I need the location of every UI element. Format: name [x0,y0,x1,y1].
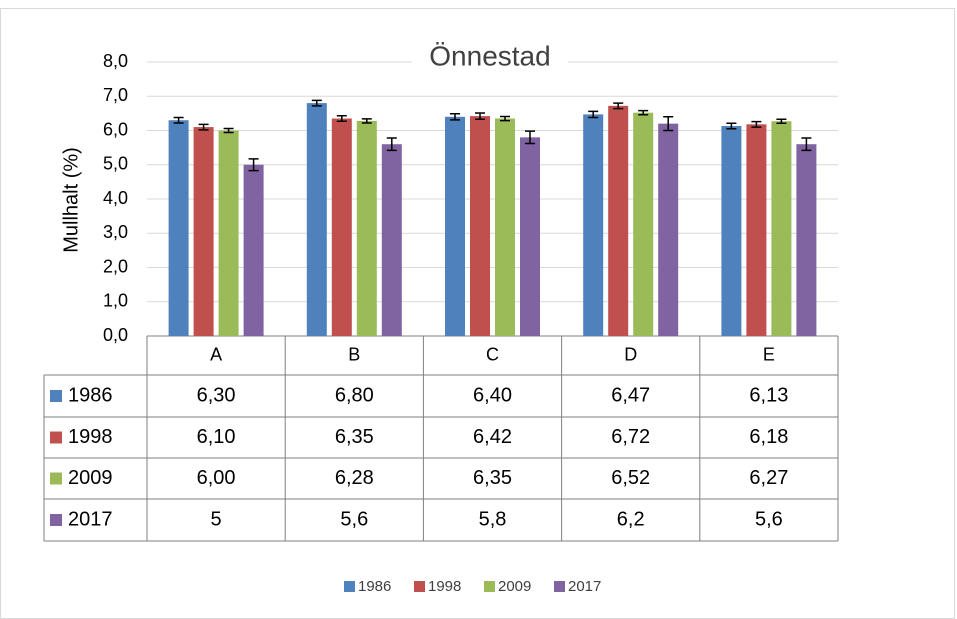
table-value: 6,40 [473,384,512,406]
bar [583,114,604,336]
bar [771,121,792,336]
error-bar [663,116,674,132]
error-bar [173,116,184,124]
bar [356,120,377,336]
table-value: 6,42 [473,426,512,448]
error-bar [751,120,762,128]
bar [470,116,490,337]
y-tick-label: 0,0 [103,325,128,345]
table-value: 6,47 [611,384,650,406]
error-bar [776,118,787,125]
bar [243,164,264,336]
error-bar [801,137,812,152]
bar [520,137,540,336]
category-label: D [624,344,637,364]
bar [218,130,239,336]
legend-key [484,581,495,592]
error-bar [311,99,322,107]
table-value: 6,28 [335,467,374,489]
table-value: 6,13 [749,384,788,406]
legend-key [554,581,565,592]
legend-label: 1986 [358,578,391,595]
y-tick-label: 3,0 [103,222,128,242]
table-value: 5,8 [479,508,507,530]
legend-label: 2009 [498,578,531,595]
error-bar [613,102,624,110]
table-value: 6,35 [335,426,374,448]
table-legend-key [50,390,62,402]
bar [168,120,189,336]
error-bar [248,158,259,172]
chart-title: Önnestad [429,40,550,71]
error-bar [475,112,485,120]
table-legend-key [50,472,62,485]
bar [746,124,767,337]
legend-key [344,581,355,592]
bar [658,123,679,337]
bar [495,118,515,336]
legend-label: 2017 [568,578,601,595]
table-series-label: 2017 [68,508,113,530]
y-tick-label: 4,0 [103,188,128,208]
category-label: B [348,344,360,364]
bar [608,105,629,336]
table-value: 6,10 [197,426,236,448]
bar [445,116,465,336]
category-label: C [486,344,499,364]
bar [796,144,817,336]
error-bar [638,109,649,116]
error-bar [336,115,347,123]
table-value: 6,00 [197,467,236,489]
table-value: 5,6 [755,508,783,530]
table-value: 6,30 [197,384,236,406]
table-series-label: 1986 [68,384,113,406]
title-bg [412,38,568,76]
y-tick-label: 1,0 [103,291,128,311]
table-value: 6,80 [335,384,374,406]
category-label: E [763,344,775,364]
legend-key [414,581,425,592]
y-tick-label: 5,0 [103,154,128,174]
table-legend-key [50,431,62,444]
error-bar [361,118,372,124]
error-bar [588,110,599,119]
bar [331,118,352,336]
error-bar [726,122,737,130]
error-bar [525,130,535,145]
error-bar [500,115,510,122]
bar [633,112,654,336]
bar [193,127,214,336]
table-value: 6,18 [749,426,788,448]
table-value: 6,2 [617,508,645,530]
y-tick-label: 2,0 [103,256,128,276]
table-value: 6,72 [611,426,650,448]
y-tick-label: 6,0 [103,119,128,139]
table-value: 6,27 [749,467,788,489]
y-axis-label: Mullhalt (%) [60,147,82,253]
table-value: 5,6 [340,508,368,530]
table-series-label: 1998 [68,426,113,448]
y-tick-label: 7,0 [103,85,128,105]
table-legend-key [50,514,62,526]
error-bar [223,127,234,134]
error-bar [450,112,460,121]
table-value: 6,35 [473,467,512,489]
table-value: 5 [211,508,222,530]
error-bar [386,137,397,152]
bar [381,144,402,336]
bar [721,126,742,336]
table-value: 6,52 [611,467,650,489]
error-bar [198,123,209,131]
bar [306,103,327,336]
legend-label: 1998 [428,578,461,595]
y-tick-label: 8,0 [103,51,128,71]
table-series-label: 2009 [68,467,113,489]
category-label: A [210,344,222,364]
